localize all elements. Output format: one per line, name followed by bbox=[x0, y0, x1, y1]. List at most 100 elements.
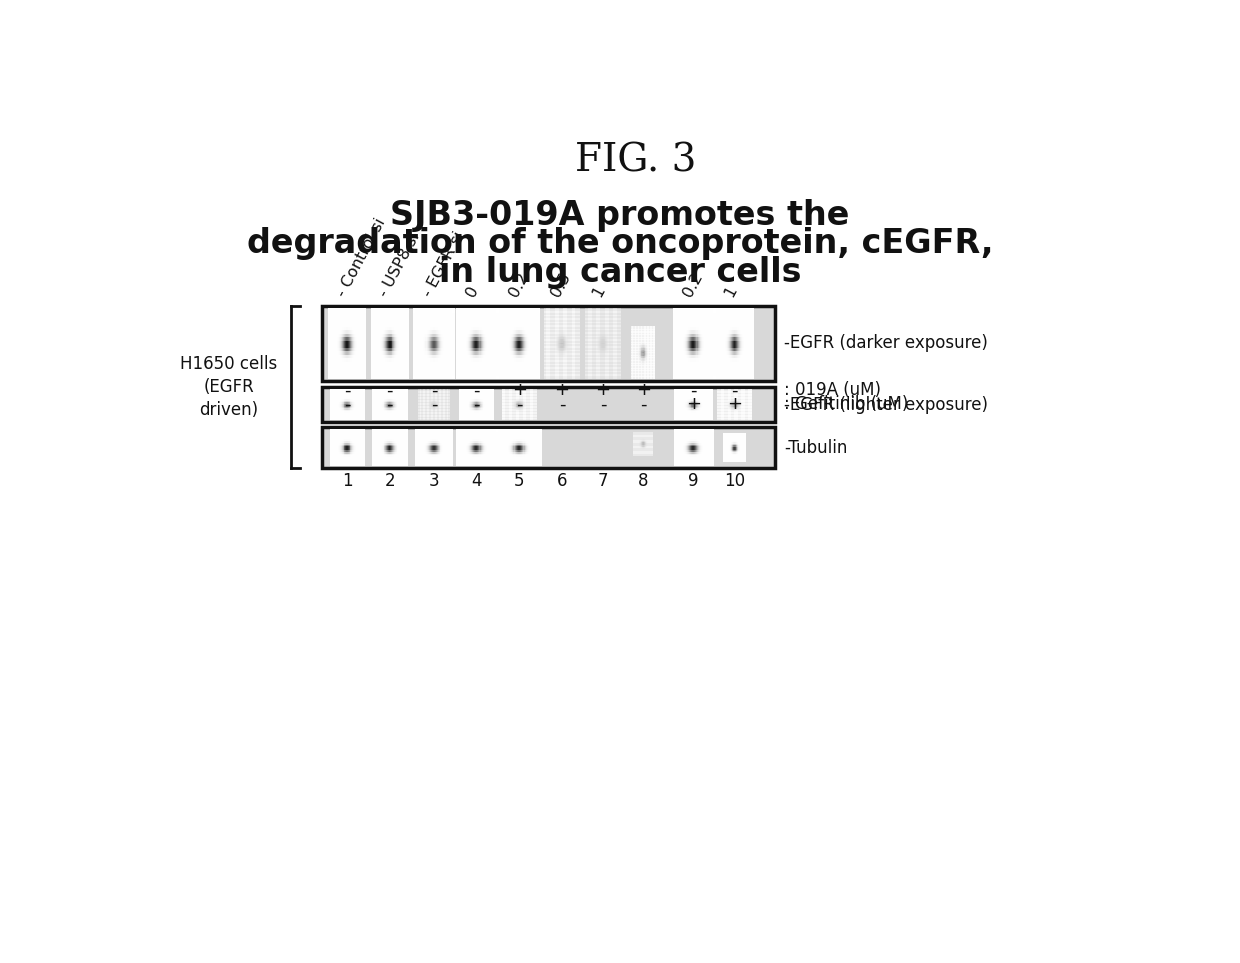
Bar bbox=[738, 418, 739, 420]
Bar bbox=[342, 402, 343, 403]
Bar bbox=[450, 325, 451, 330]
Bar bbox=[680, 448, 681, 450]
Bar bbox=[531, 438, 532, 441]
Bar bbox=[335, 418, 336, 420]
Bar bbox=[418, 431, 419, 433]
Bar bbox=[394, 311, 396, 316]
Bar bbox=[699, 415, 701, 417]
Bar bbox=[532, 319, 534, 324]
Bar bbox=[472, 455, 474, 457]
Bar bbox=[327, 356, 330, 362]
Bar bbox=[516, 453, 517, 455]
Bar bbox=[401, 332, 402, 337]
Bar bbox=[461, 448, 463, 450]
Bar bbox=[682, 328, 683, 334]
Bar bbox=[486, 442, 487, 445]
Bar bbox=[501, 455, 502, 457]
Bar bbox=[423, 350, 425, 354]
Bar bbox=[536, 438, 537, 441]
Bar bbox=[732, 328, 733, 334]
Bar bbox=[678, 394, 680, 396]
Bar bbox=[515, 453, 516, 455]
Bar bbox=[418, 364, 420, 369]
Bar bbox=[477, 403, 479, 405]
Bar bbox=[471, 415, 472, 417]
Bar bbox=[381, 339, 382, 344]
Bar bbox=[417, 353, 419, 358]
Bar bbox=[345, 458, 346, 461]
Bar bbox=[351, 448, 352, 450]
Bar bbox=[673, 450, 675, 452]
Bar bbox=[394, 429, 396, 431]
Bar bbox=[522, 322, 523, 326]
Bar bbox=[378, 360, 379, 365]
Bar bbox=[461, 410, 463, 412]
Bar bbox=[490, 367, 491, 372]
Bar bbox=[476, 400, 477, 402]
Bar bbox=[459, 429, 460, 431]
Bar bbox=[673, 319, 675, 324]
Bar bbox=[479, 332, 480, 337]
Bar bbox=[392, 416, 393, 419]
Bar bbox=[742, 336, 744, 341]
Bar bbox=[465, 336, 466, 341]
Bar bbox=[351, 332, 352, 337]
Text: : Gefitinib (uM): : Gefitinib (uM) bbox=[785, 395, 909, 413]
Bar bbox=[378, 336, 379, 341]
Bar bbox=[387, 394, 388, 396]
Bar bbox=[673, 455, 675, 457]
Bar bbox=[438, 319, 439, 324]
Bar bbox=[427, 450, 429, 452]
Bar bbox=[725, 332, 727, 337]
Bar bbox=[353, 400, 355, 402]
Bar bbox=[590, 319, 591, 324]
Bar bbox=[609, 308, 610, 313]
Bar bbox=[331, 431, 332, 433]
Bar bbox=[554, 353, 556, 358]
Bar bbox=[707, 343, 708, 348]
Bar bbox=[560, 350, 562, 354]
Bar bbox=[515, 464, 516, 466]
Bar bbox=[361, 442, 362, 445]
Bar bbox=[699, 429, 701, 431]
Bar bbox=[466, 451, 467, 454]
Bar bbox=[337, 464, 339, 466]
Bar bbox=[435, 322, 438, 326]
Bar bbox=[692, 319, 694, 324]
Bar bbox=[490, 409, 491, 411]
Bar bbox=[533, 442, 536, 445]
Bar bbox=[456, 432, 459, 435]
Bar bbox=[681, 396, 682, 398]
Bar bbox=[469, 444, 470, 447]
Bar bbox=[719, 322, 720, 326]
Bar bbox=[520, 436, 522, 439]
Bar bbox=[503, 413, 505, 415]
Bar bbox=[432, 456, 433, 459]
Bar bbox=[511, 405, 512, 408]
Bar bbox=[684, 410, 686, 412]
Bar bbox=[593, 308, 594, 313]
Bar bbox=[327, 353, 330, 358]
Bar bbox=[616, 360, 618, 365]
Bar bbox=[467, 319, 469, 324]
Bar bbox=[698, 360, 699, 365]
Bar bbox=[746, 413, 748, 415]
Bar bbox=[331, 436, 332, 439]
Bar bbox=[546, 328, 547, 334]
Bar bbox=[527, 462, 528, 464]
Bar bbox=[507, 404, 508, 406]
Bar bbox=[331, 453, 332, 455]
Bar bbox=[620, 308, 621, 313]
Bar bbox=[487, 350, 489, 354]
Bar bbox=[351, 403, 352, 405]
Bar bbox=[376, 391, 377, 393]
Bar bbox=[521, 453, 523, 455]
Bar bbox=[686, 432, 687, 435]
Bar bbox=[544, 311, 546, 316]
Bar bbox=[465, 394, 466, 396]
Bar bbox=[444, 432, 445, 435]
Bar bbox=[516, 311, 517, 316]
Bar bbox=[481, 403, 482, 405]
Bar bbox=[722, 332, 723, 337]
Bar bbox=[489, 440, 490, 443]
